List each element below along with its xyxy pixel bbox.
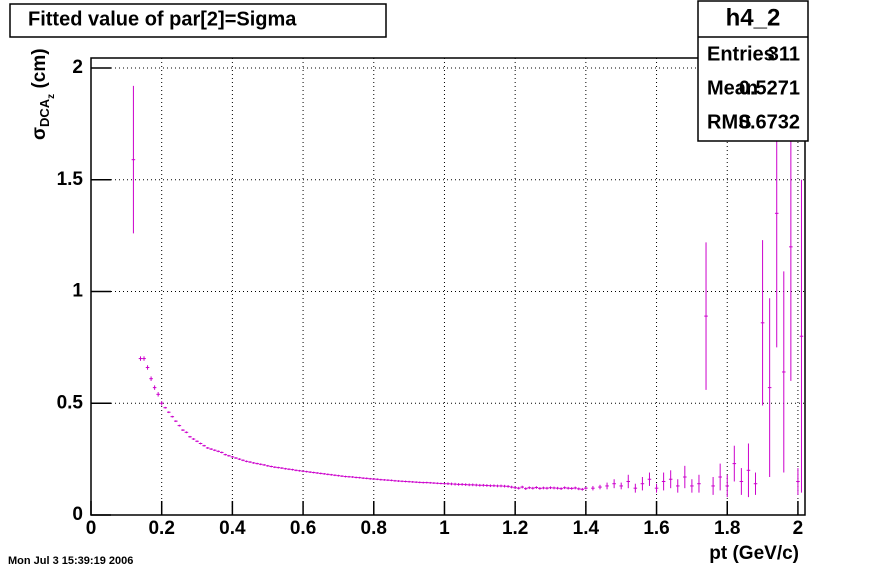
- title-box: [9, 3, 387, 38]
- x-axis-label: pt (GeV/c): [709, 543, 799, 564]
- x-tick-label: 0.2: [148, 518, 174, 539]
- stats-label: RMS: [707, 111, 751, 133]
- y-axis-label: σDCAz (cm): [29, 48, 57, 140]
- x-tick-label: 2: [793, 518, 804, 539]
- stats-value: 311: [768, 43, 800, 65]
- x-tick-label: 1.2: [502, 518, 528, 539]
- x-tick-label: 0: [86, 518, 97, 539]
- chart-title: Fitted value of par[2]=Sigma: [28, 8, 297, 30]
- y-tick-label: 0: [72, 504, 83, 525]
- timestamp: Mon Jul 3 15:39:19 2006: [8, 555, 133, 567]
- plot-frame: [90, 57, 806, 516]
- y-tick-label: 0.5: [57, 392, 84, 413]
- stats-value: 0.5271: [739, 77, 800, 99]
- y-label-sub: DCA: [37, 98, 52, 127]
- ticks: 0 0.2 0.4 0.6 0.8 1 1.2 1.4 1.6 1.8 2 0 0.5 1 1.5 2: [57, 57, 804, 539]
- points: [131, 79, 804, 498]
- y-label-symbol: σDCAz (cm): [29, 48, 57, 140]
- y-label-unit: (cm): [29, 48, 50, 93]
- stats-value: 0.6732: [739, 111, 800, 133]
- x-tick-label: 1: [439, 518, 450, 539]
- stats-label: Entries: [707, 43, 775, 65]
- y-tick-label: 1.5: [57, 169, 84, 190]
- y-tick-label: 2: [72, 57, 83, 78]
- stats-label: Mean: [707, 77, 758, 99]
- y-tick-label: 1: [72, 281, 83, 302]
- x-tick-label: 0.6: [290, 518, 316, 539]
- x-tick-label: 1.4: [573, 518, 600, 539]
- stats-box: [697, 0, 809, 142]
- y-label-subsub: z: [46, 94, 57, 99]
- x-tick-label: 0.8: [361, 518, 387, 539]
- stats-name: h4_2: [726, 4, 781, 31]
- x-tick-label: 1.8: [714, 518, 740, 539]
- y-label-sigma: σ: [29, 127, 50, 140]
- x-tick-label: 1.6: [643, 518, 669, 539]
- x-tick-label: 0.4: [219, 518, 246, 539]
